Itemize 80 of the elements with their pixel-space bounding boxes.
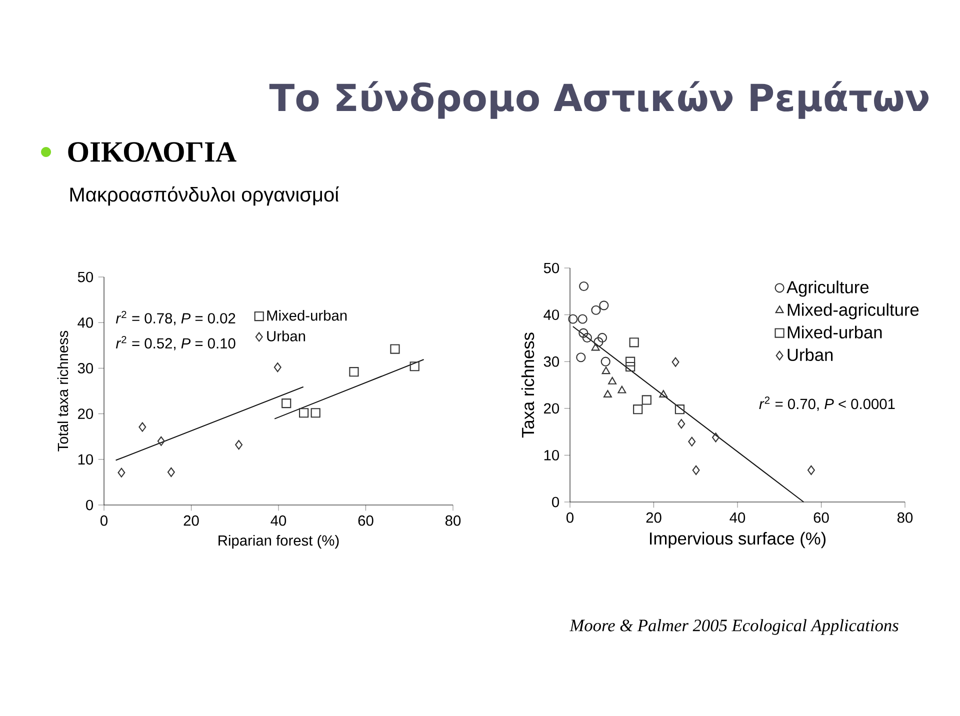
point [692,465,700,475]
point [600,356,610,366]
point [410,362,420,372]
y-tick-label: 20 [78,408,94,419]
point [642,395,652,405]
y-tick-label: 40 [78,317,94,328]
point [310,408,320,418]
point [626,356,636,366]
point [299,408,309,418]
point [282,398,292,408]
point [633,404,643,414]
point [618,386,626,394]
point [602,366,610,374]
y-tick-label: 10 [78,454,94,465]
text: Το Σύνδρομο Αστικών Ρεμάτων [269,81,929,119]
x-tick-label: 40 [270,515,286,526]
y-tick-label: 40 [544,310,560,320]
annotation: r$^{2}$ = 0.70, P < 0.0001 [759,396,895,411]
point [594,337,604,347]
point [678,419,686,429]
point [712,432,720,442]
y-axis-title: Taxa richness [521,332,534,438]
point [599,300,609,310]
legend-label: Agriculture [786,280,869,297]
x-tick-label: 20 [646,512,662,523]
x-tick-label: 20 [184,515,199,526]
x-axis-title: Impervious surface (%) [650,532,826,548]
point [579,281,589,292]
point [597,332,608,343]
point [578,314,588,324]
x-tick-label: 0 [566,512,574,523]
x-tick-label: 80 [445,515,461,526]
point [672,357,680,367]
point [167,467,175,477]
x-tick-label: 40 [730,512,746,523]
legend-label: Urban [267,330,306,342]
x-tick-label: 0 [100,515,108,526]
point [591,343,600,351]
text: Μακροασπόνδυλοι οργανισμοί [70,186,339,206]
legend-label: Urban [788,348,833,362]
point [349,367,359,377]
point [591,305,601,315]
point [578,328,588,338]
point [659,390,668,398]
point [138,422,146,432]
legend-label: Mixed-urban [788,326,882,338]
legend-label: Mixed-agriculture [788,303,919,320]
y-tick-label: 0 [552,496,560,508]
y-tick-label: 20 [544,403,560,414]
y-tick-label: 30 [78,363,94,374]
point [390,344,400,354]
legend-label: Mixed-urban [267,310,347,321]
annotation: r$^{2}$ = 0.78, P = 0.02 [116,310,236,326]
y-tick-label: 30 [544,356,560,367]
annotation: r$^{2}$ = 0.52, P = 0.10 [116,336,236,350]
point [629,338,639,348]
y-tick-label: 0 [86,500,94,510]
point [235,440,243,450]
point [157,436,165,446]
x-axis-title: Riparian forest (%) [218,534,339,549]
point [626,362,636,372]
chart-subtitle: ΟΙΚΟΛΟΓΙΑ [68,142,236,162]
point [608,376,617,384]
y-tick-label: 50 [78,272,94,282]
point [603,390,612,398]
point [582,332,592,343]
point [674,404,685,414]
point [118,468,126,478]
y-axis-title: Total taxa richness [57,330,68,452]
y-tick-label: 50 [544,262,560,274]
point [688,436,696,446]
point [807,465,815,475]
x-tick-label: 60 [358,515,374,526]
y-tick-label: 10 [544,450,560,460]
text: Moore & Palmer 2005 Ecological Applications [570,619,898,635]
point [274,362,282,372]
x-tick-label: 60 [814,512,829,523]
x-tick-label: 80 [897,512,913,523]
point [568,314,578,324]
point [576,352,586,362]
